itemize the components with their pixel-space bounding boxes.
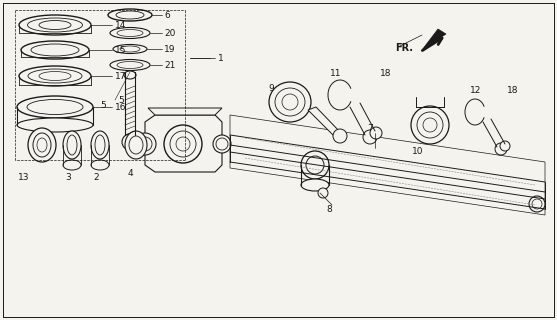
- Ellipse shape: [21, 41, 89, 59]
- Polygon shape: [308, 107, 342, 137]
- Ellipse shape: [33, 133, 51, 157]
- Circle shape: [495, 143, 507, 155]
- Ellipse shape: [411, 106, 449, 144]
- Text: 3: 3: [65, 172, 71, 181]
- Ellipse shape: [27, 18, 82, 32]
- Ellipse shape: [301, 179, 329, 191]
- Ellipse shape: [31, 44, 79, 56]
- Ellipse shape: [269, 82, 311, 122]
- Ellipse shape: [124, 71, 136, 79]
- Ellipse shape: [110, 60, 150, 70]
- Ellipse shape: [113, 44, 147, 53]
- Text: 16: 16: [115, 102, 126, 111]
- Ellipse shape: [95, 135, 105, 155]
- Ellipse shape: [120, 46, 140, 52]
- Circle shape: [363, 130, 377, 144]
- Ellipse shape: [134, 133, 156, 155]
- Ellipse shape: [110, 28, 150, 38]
- Circle shape: [500, 141, 510, 151]
- Text: 4: 4: [128, 169, 134, 178]
- Text: 20: 20: [164, 28, 175, 37]
- Ellipse shape: [423, 118, 437, 132]
- Circle shape: [333, 129, 347, 143]
- Ellipse shape: [125, 131, 147, 159]
- Ellipse shape: [216, 138, 228, 150]
- Text: 14: 14: [115, 20, 126, 29]
- Ellipse shape: [39, 20, 71, 29]
- Polygon shape: [148, 108, 222, 115]
- Ellipse shape: [417, 112, 443, 138]
- Ellipse shape: [164, 125, 202, 163]
- Ellipse shape: [63, 160, 81, 170]
- Ellipse shape: [28, 69, 82, 83]
- Text: 1: 1: [218, 53, 224, 62]
- Circle shape: [318, 188, 328, 198]
- Ellipse shape: [275, 88, 305, 116]
- Ellipse shape: [63, 131, 81, 159]
- Text: 13: 13: [18, 172, 30, 181]
- Ellipse shape: [117, 61, 143, 68]
- Text: 11: 11: [330, 68, 341, 77]
- Circle shape: [370, 127, 382, 139]
- Ellipse shape: [39, 71, 71, 81]
- Ellipse shape: [176, 137, 190, 151]
- Text: 12: 12: [470, 85, 481, 94]
- Ellipse shape: [108, 9, 152, 21]
- Ellipse shape: [213, 135, 231, 153]
- Text: 7: 7: [367, 124, 373, 132]
- Ellipse shape: [37, 138, 47, 152]
- Ellipse shape: [282, 94, 298, 110]
- Ellipse shape: [17, 96, 93, 118]
- Text: 18: 18: [380, 68, 392, 77]
- Ellipse shape: [91, 131, 109, 159]
- Text: 21: 21: [164, 60, 175, 69]
- Ellipse shape: [17, 118, 93, 132]
- Text: 15: 15: [115, 45, 126, 54]
- Ellipse shape: [306, 156, 324, 174]
- Text: 2: 2: [93, 172, 99, 181]
- Ellipse shape: [28, 128, 56, 162]
- Ellipse shape: [138, 137, 152, 151]
- Polygon shape: [422, 29, 446, 50]
- Circle shape: [122, 134, 138, 150]
- Text: 10: 10: [412, 147, 423, 156]
- Text: 17: 17: [115, 71, 126, 81]
- Ellipse shape: [170, 131, 196, 157]
- Circle shape: [126, 138, 134, 146]
- Text: FR.: FR.: [395, 43, 413, 53]
- Ellipse shape: [19, 66, 91, 86]
- Ellipse shape: [27, 100, 83, 115]
- Ellipse shape: [91, 160, 109, 170]
- Polygon shape: [145, 115, 222, 172]
- Ellipse shape: [67, 135, 77, 155]
- Text: 18: 18: [507, 85, 519, 94]
- Text: 9: 9: [268, 84, 273, 92]
- Text: 6: 6: [164, 11, 170, 20]
- Text: 19: 19: [164, 44, 175, 53]
- Text: 5: 5: [118, 95, 124, 105]
- Ellipse shape: [301, 151, 329, 179]
- Ellipse shape: [19, 15, 91, 35]
- Ellipse shape: [117, 29, 143, 36]
- Text: 5: 5: [100, 100, 106, 109]
- Ellipse shape: [129, 136, 143, 154]
- Text: 8: 8: [326, 204, 332, 213]
- Circle shape: [529, 196, 545, 212]
- Circle shape: [532, 199, 542, 209]
- Ellipse shape: [116, 11, 144, 19]
